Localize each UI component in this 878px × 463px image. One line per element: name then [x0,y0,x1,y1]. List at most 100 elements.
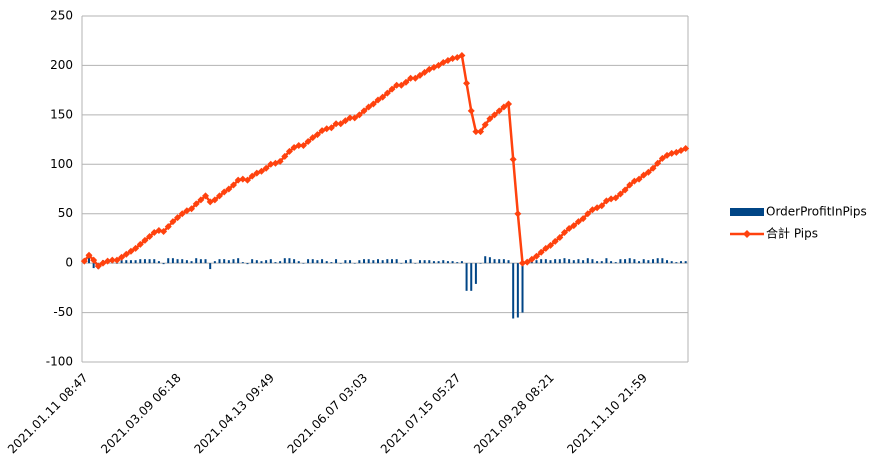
bar [675,262,678,264]
x-tick-label: 2021.01.11 08:47 [5,371,91,457]
marker [299,142,307,150]
bar [353,263,356,264]
bar [157,261,160,264]
marker [644,168,652,176]
bar [311,259,314,264]
marker [141,236,149,244]
x-tick-label: 2021.07.15 05:27 [378,371,464,457]
marker [537,248,545,256]
bar [120,260,123,264]
marker [626,181,634,189]
bar [241,262,244,264]
bar [432,261,435,264]
x-tick-label: 2021.04.13 09:49 [191,371,277,457]
bar [582,260,585,264]
marker [486,115,494,123]
marker [127,247,135,255]
bar [414,263,417,264]
marker [327,124,335,132]
bar [162,263,165,265]
bar [423,260,426,264]
bar [563,258,566,264]
bar [484,256,487,264]
bar [568,259,571,264]
marker [402,78,410,86]
bar [325,261,328,264]
x-tick-label: 2021.03.09 06:18 [98,371,184,457]
bar [540,259,543,264]
y-tick-label: 50 [58,206,73,220]
bar [87,257,90,264]
bar [680,261,683,264]
marker [449,55,457,63]
y-tick-label: 250 [50,9,73,23]
bar [321,259,324,264]
y-tick-label: 200 [50,58,73,72]
marker [379,93,387,101]
marker [174,214,182,222]
marker [155,227,163,235]
bar [633,259,636,264]
marker [230,181,237,189]
marker [463,79,471,87]
marker [574,218,582,226]
bar [470,263,473,291]
marker [192,200,200,208]
marker [397,81,405,89]
bar [610,261,613,264]
marker [239,175,247,183]
marker [220,188,228,196]
marker [505,100,513,108]
bar [549,260,552,264]
bar [684,261,687,264]
bar [409,259,412,264]
bar [507,260,510,264]
bar [586,258,589,264]
bar [358,260,361,264]
marker [281,152,289,160]
marker [313,131,321,139]
bar [167,258,170,264]
marker [160,228,168,236]
bar [363,259,366,264]
bar [302,263,305,264]
marker [323,125,331,133]
bar [316,260,319,264]
bar [493,259,496,264]
bar [572,260,575,264]
marker [197,196,205,204]
marker [136,240,144,248]
bar [288,258,291,264]
marker [169,218,177,226]
marker [234,176,242,184]
marker [383,89,391,97]
bar [418,260,421,264]
bar [227,260,230,264]
x-tick-label: 2021.09.28 08:21 [471,371,557,457]
marker [649,164,657,172]
marker [267,160,275,168]
bar [670,261,673,264]
bar [456,262,459,264]
bar [554,259,557,264]
legend-swatch [730,208,764,216]
bar [199,259,202,264]
marker [337,120,345,128]
marker [351,114,359,122]
bar [143,259,146,264]
marker [416,71,424,79]
bar [465,263,468,291]
bar [502,259,505,264]
bar [139,259,142,264]
bar [386,259,389,264]
marker [90,256,98,264]
bar [255,260,258,264]
marker [225,185,233,193]
marker [178,210,186,218]
marker [360,107,368,115]
bar [260,261,263,264]
bar [638,261,641,264]
marker [113,256,121,264]
marker [146,232,154,240]
